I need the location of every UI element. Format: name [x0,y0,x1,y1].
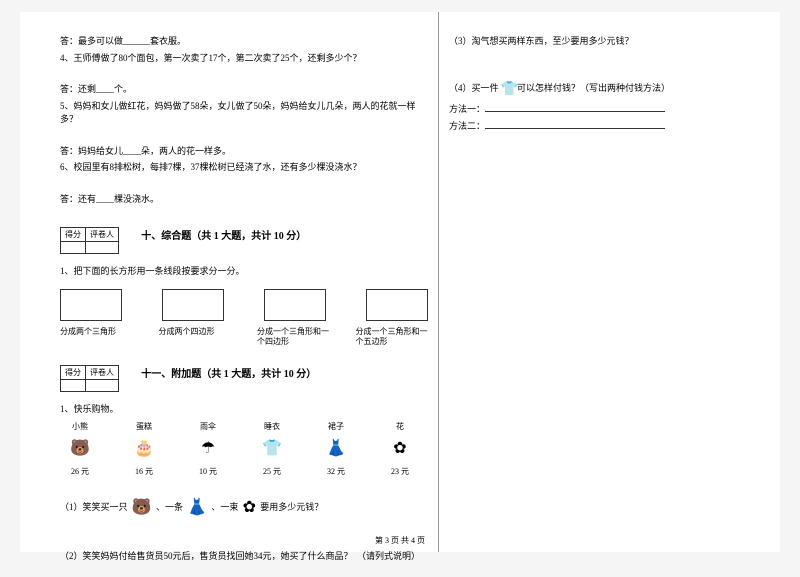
bear-icon: 🐻 [132,496,152,520]
flower-icon: ✿ [388,436,412,460]
shop-name: 睡衣 [252,421,292,432]
flower-icon: ✿ [243,496,256,520]
shop-prices-row: 26 元 16 元 10 元 25 元 32 元 23 元 [60,464,428,477]
q5-text: 5、妈妈和女儿做红花，妈妈做了58朵，女儿做了50朵，妈妈给女儿几朵，两人的花就… [60,100,428,127]
rectangles-row [60,289,428,321]
right-column: （3）淘气想买两样东西，至少要用多少元钱？ （4）买一件 👕 可以怎样付钱？（写… [438,12,780,552]
cake-icon: 🎂 [132,436,156,460]
shop-name: 蛋糕 [124,421,164,432]
shop-name: 花 [380,421,420,432]
shop-name: 裙子 [316,421,356,432]
pajama-icon: 👕 [260,436,284,460]
score-table-11: 得分 评卷人 十一、附加题（共 1 大题，共计 10 分） [60,359,428,400]
shop-price: 23 元 [380,466,420,477]
q6-answer: 答：还有____棵没浇水。 [60,193,428,207]
rect-labels-row: 分成两个三角形 分成两个四边形 分成一个三角形和一个四边形 分成一个三角形和一个… [60,327,428,348]
rect-2 [162,289,224,321]
score-table-10: 得分 评卷人 十、综合题（共 1 大题，共计 10 分） [60,221,428,262]
method-2: 方法二： [449,119,740,134]
shop-price: 10 元 [188,466,228,477]
rect-1 [60,289,122,321]
shop-price: 25 元 [252,466,292,477]
shop-name: 小熊 [60,421,100,432]
dress-icon: 👗 [187,496,207,520]
shop-names-row: 小熊 蛋糕 雨伞 睡衣 裙子 花 [60,421,428,432]
pajama-icon: 👕 [501,79,515,99]
sec11-q1: 1、快乐购物。 [60,403,428,417]
rect-label-1: 分成两个三角形 [60,327,133,348]
rect-label-3: 分成一个三角形和一个四边形 [257,327,330,348]
section-11-title: 十一、附加题（共 1 大题，共计 10 分） [141,365,316,380]
grader-label: 评卷人 [86,366,119,380]
grader-label: 评卷人 [86,228,119,242]
shop-price: 26 元 [60,466,100,477]
sec11-q1-2: （2）笑笑妈妈付给售货员50元后，售货员找回她34元，她买了什么商品？ （请列式… [60,550,428,564]
page-number: 第 3 页 共 4 页 [20,535,780,546]
shop-name: 雨伞 [188,421,228,432]
q3-answer: 答：最多可以做______套衣服。 [60,35,428,49]
rect-4 [366,289,428,321]
right-q3: （3）淘气想买两样东西，至少要用多少元钱？ [449,35,740,49]
method-1: 方法一： [449,102,740,117]
sec11-q1-1: （1）笑笑买一只 🐻 、一条 👗 、一束 ✿ 要用多少元钱？ [60,496,428,520]
q6-text: 6、校园里有8排松树，每排7棵，37棵松树已经浇了水，还有多少棵没浇水？ [60,161,428,175]
shop-icons-row: 🐻 🎂 ☂ 👕 👗 ✿ [60,436,428,460]
left-column: 答：最多可以做______套衣服。 4、王师傅做了80个面包，第一次卖了17个，… [20,12,438,552]
umbrella-icon: ☂ [196,436,220,460]
rect-3 [264,289,326,321]
right-q4: （4）买一件 👕 可以怎样付钱？（写出两种付钱方法） [449,79,740,99]
q5-answer: 答：妈妈给女儿____朵，两人的花一样多。 [60,145,428,159]
score-label: 得分 [61,366,86,380]
shop-price: 16 元 [124,466,164,477]
rect-label-4: 分成一个三角形和一个五边形 [356,327,429,348]
shop-price: 32 元 [316,466,356,477]
q4-answer: 答：还剩____个。 [60,83,428,97]
dress-icon: 👗 [324,436,348,460]
q4-text: 4、王师傅做了80个面包，第一次卖了17个，第二次卖了25个，还剩多少个？ [60,52,428,66]
page: 答：最多可以做______套衣服。 4、王师傅做了80个面包，第一次卖了17个，… [20,12,780,552]
bear-icon: 🐻 [68,436,92,460]
rect-label-2: 分成两个四边形 [159,327,232,348]
score-label: 得分 [61,228,86,242]
section-10-title: 十、综合题（共 1 大题，共计 10 分） [141,227,306,242]
sec10-q1: 1、把下面的长方形用一条线段按要求分一分。 [60,265,428,279]
